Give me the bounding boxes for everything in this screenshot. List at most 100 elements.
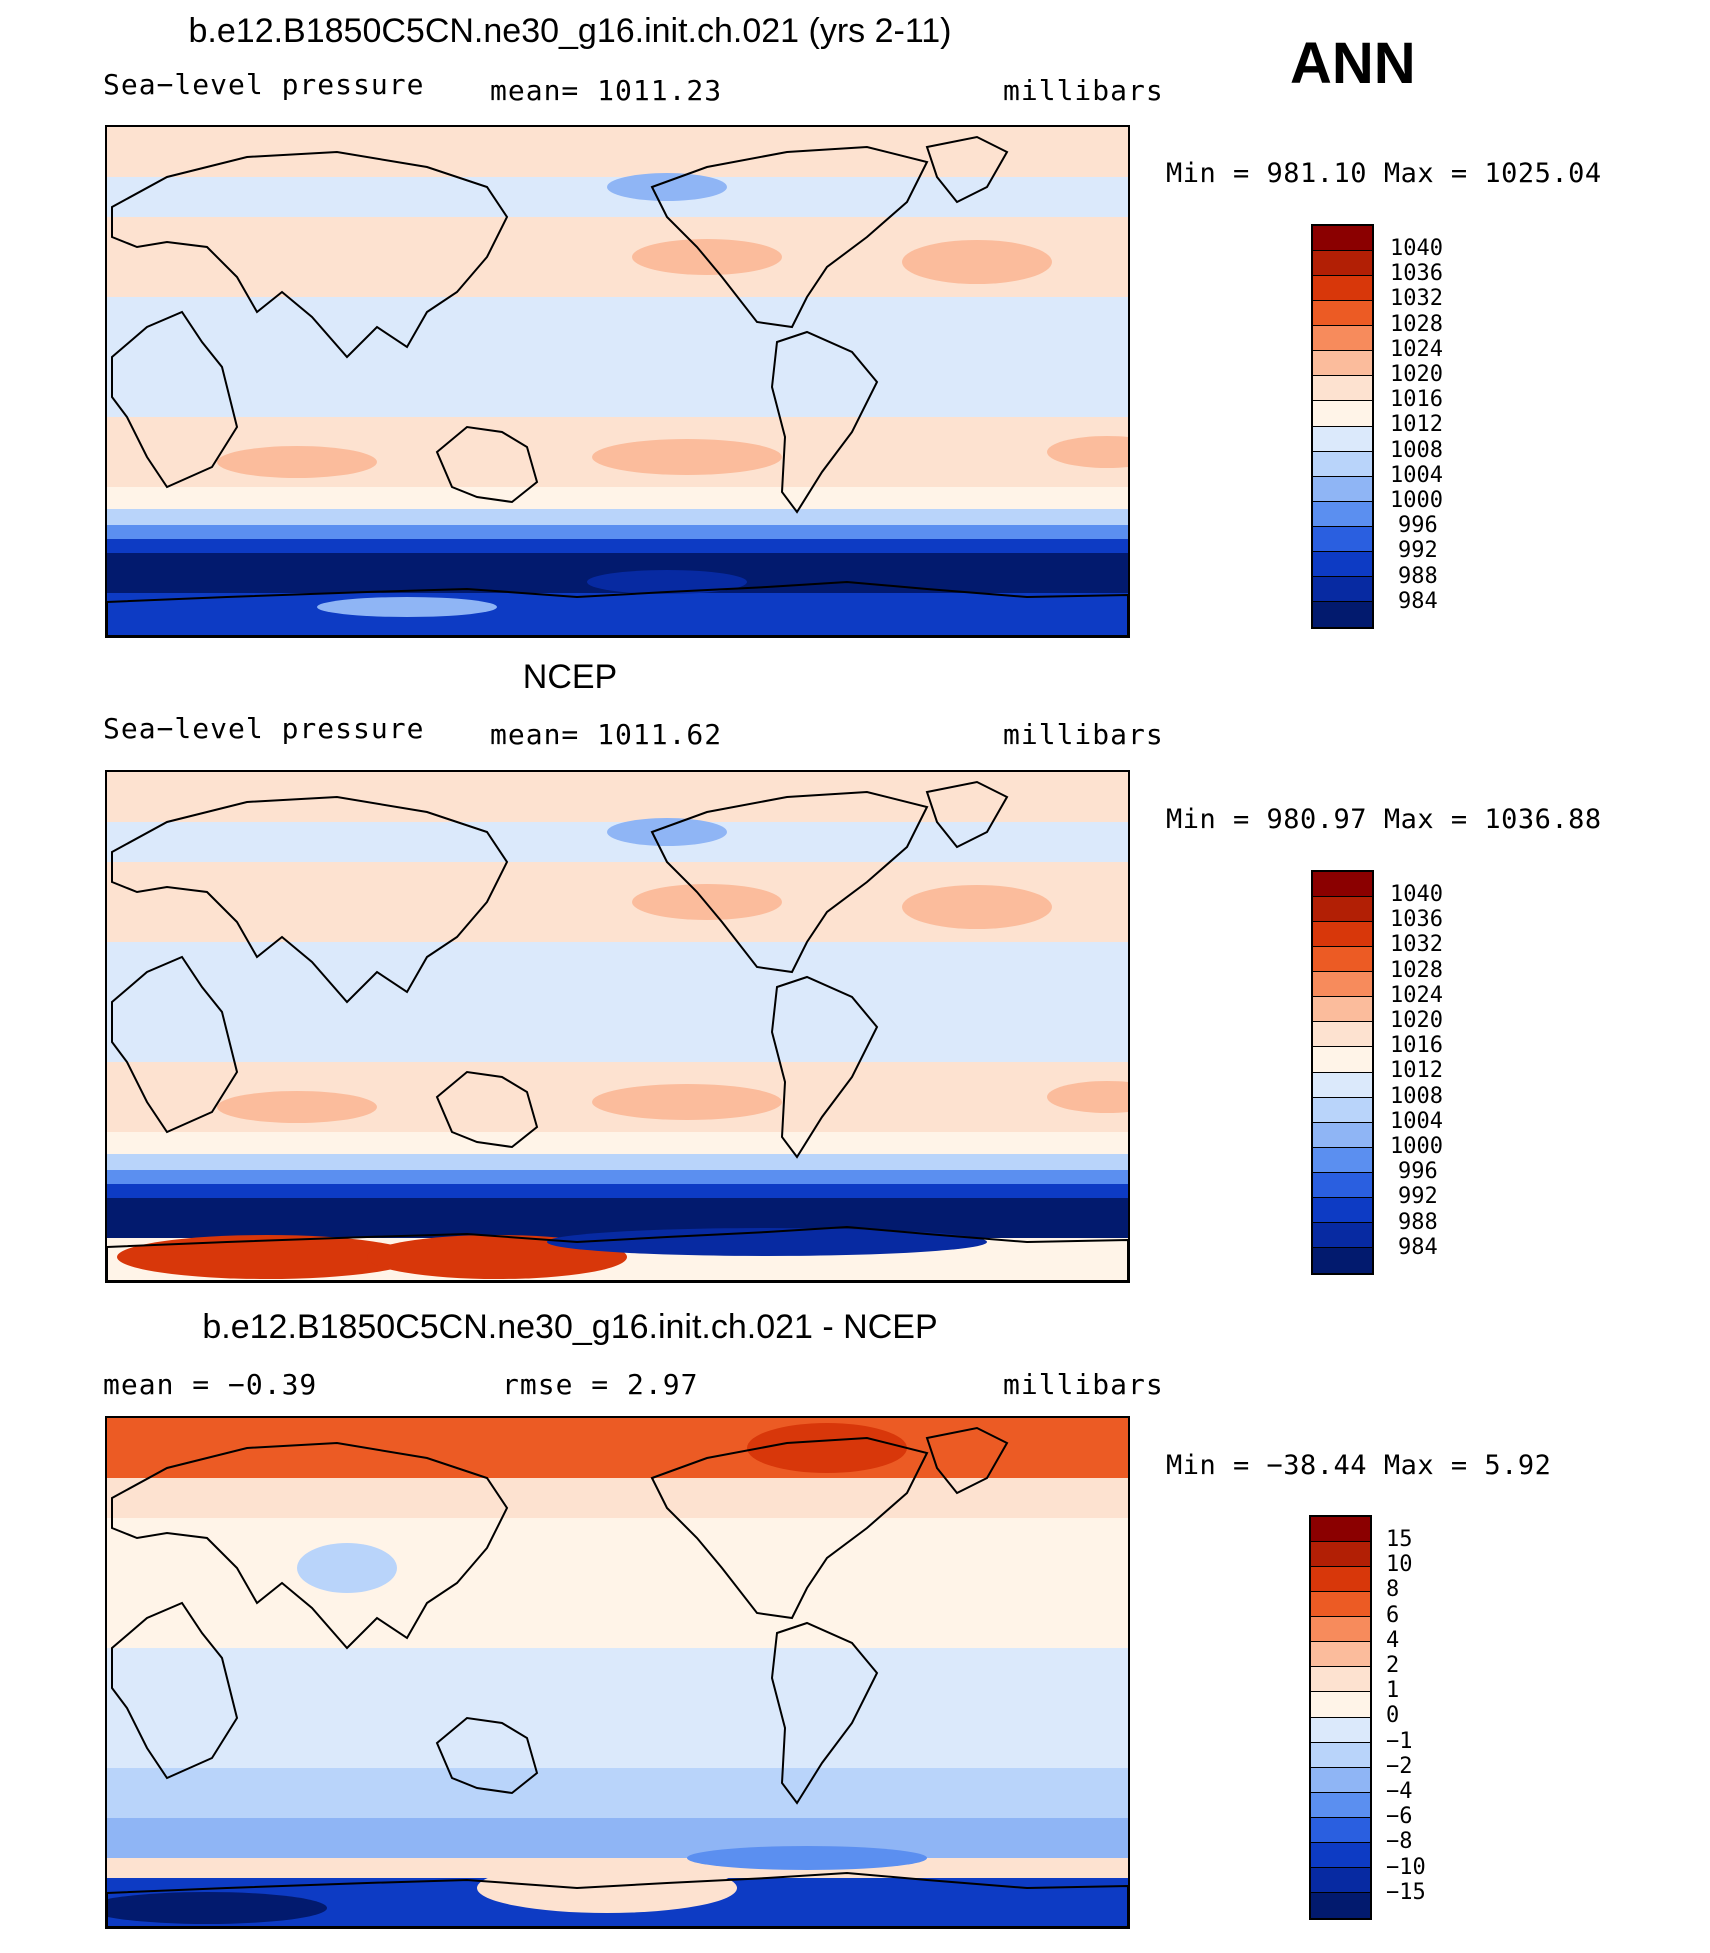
colorbar-swatch: [1313, 601, 1372, 627]
pressure-band: [107, 1184, 1128, 1198]
colorbar-label: 10: [1386, 1552, 1413, 1578]
colorbar-label: 1012: [1390, 412, 1443, 438]
colorbar-label: 988: [1398, 563, 1438, 589]
pressure-cell: [297, 1543, 397, 1593]
colorbar-swatch: [1313, 326, 1372, 352]
pressure-band: [107, 127, 1128, 177]
panel-2-map: [105, 770, 1130, 1283]
colorbar-label: 1004: [1390, 1108, 1443, 1134]
continent-coastline: [435, 425, 539, 504]
continent-coastline: [111, 1601, 239, 1780]
colorbar-label: 8: [1386, 1577, 1400, 1603]
colorbar-swatch: [1313, 1172, 1372, 1198]
colorbar-label: 1028: [1390, 957, 1443, 983]
panel-1-colorbar: [1311, 224, 1374, 629]
pressure-band: [107, 1818, 1128, 1858]
pressure-cell: [632, 239, 782, 275]
colorbar-label: −6: [1386, 1804, 1413, 1830]
pressure-cell: [607, 173, 727, 201]
colorbar-label: −2: [1386, 1753, 1413, 1779]
colorbar-label: 4: [1386, 1627, 1400, 1653]
pressure-cell: [1047, 436, 1128, 468]
colorbar-swatch: [1313, 1197, 1372, 1223]
pressure-band: [107, 772, 1128, 822]
pressure-cell: [902, 885, 1052, 929]
continent-coastline: [925, 1426, 1009, 1495]
colorbar-label: −1: [1386, 1728, 1413, 1754]
panel-1-mean-label: mean= 1011.23: [490, 74, 723, 107]
colorbar-label: 15: [1386, 1527, 1413, 1552]
colorbar-swatch: [1313, 1247, 1372, 1273]
colorbar-swatch: [1311, 1742, 1370, 1768]
colorbar-swatch: [1313, 426, 1372, 452]
pressure-cell: [317, 597, 497, 617]
colorbar-label: 1032: [1390, 286, 1443, 312]
continent-coastline: [925, 780, 1009, 849]
colorbar-label: 1008: [1390, 437, 1443, 463]
pressure-band: [107, 593, 1128, 636]
continent-coastline: [435, 1716, 539, 1795]
colorbar-swatch: [1313, 551, 1372, 577]
colorbar-label: 1016: [1390, 1033, 1443, 1059]
pressure-cell: [747, 1423, 907, 1473]
colorbar-label: 1008: [1390, 1083, 1443, 1109]
colorbar-swatch: [1313, 872, 1372, 898]
colorbar-swatch: [1313, 351, 1372, 377]
colorbar-label: −10: [1386, 1854, 1426, 1880]
colorbar-label: 1012: [1390, 1058, 1443, 1084]
colorbar-label: 1: [1386, 1678, 1400, 1704]
continent-coastline: [770, 330, 879, 514]
panel-1-map: [105, 125, 1130, 638]
panel-3-minmax: Min = −38.44 Max = 5.92: [1166, 1450, 1552, 1481]
pressure-band: [107, 1154, 1128, 1170]
pressure-cell: [217, 1091, 377, 1123]
colorbar-swatch: [1311, 1892, 1370, 1918]
colorbar-swatch: [1311, 1717, 1370, 1743]
panel-2-colorbar: [1311, 870, 1374, 1275]
continent-coastline: [925, 135, 1009, 204]
pressure-band: [107, 1768, 1128, 1818]
panel-2-variable-label: Sea−level pressure: [103, 712, 425, 745]
panel-3-rmse-label: rmse = 2.97: [502, 1368, 699, 1401]
colorbar-swatch: [1311, 1692, 1370, 1718]
colorbar-swatch: [1313, 1147, 1372, 1173]
colorbar-swatch: [1313, 576, 1372, 602]
pressure-cell: [117, 1235, 417, 1279]
continent-coastline: [770, 1621, 879, 1805]
colorbar-label: 1020: [1390, 362, 1443, 387]
colorbar-swatch: [1311, 1517, 1370, 1543]
colorbar-label: 1032: [1390, 932, 1443, 958]
colorbar-swatch: [1313, 1122, 1372, 1148]
colorbar-swatch: [1311, 1567, 1370, 1593]
pressure-band: [107, 1418, 1128, 1478]
pressure-cell: [547, 1228, 987, 1256]
panel-3-map: [105, 1416, 1130, 1929]
colorbar-swatch: [1313, 526, 1372, 552]
pressure-cell: [477, 1863, 737, 1913]
colorbar-swatch: [1311, 1542, 1370, 1568]
panel-3-title: b.e12.B1850C5CN.ne30_g16.init.ch.021 - N…: [202, 1308, 938, 1346]
colorbar-swatch: [1313, 376, 1372, 402]
colorbar-label: 984: [1398, 588, 1438, 614]
pressure-band: [107, 509, 1128, 525]
pressure-cell: [607, 818, 727, 846]
antarctica-coastline: [107, 580, 1128, 636]
colorbar-swatch: [1313, 251, 1372, 277]
colorbar-label: 988: [1398, 1209, 1438, 1235]
colorbar-swatch: [1313, 1047, 1372, 1073]
antarctica-coastline: [107, 1225, 1128, 1281]
continent-coastline: [111, 955, 239, 1134]
continent-coastline: [111, 310, 239, 489]
colorbar-swatch: [1313, 501, 1372, 527]
colorbar-label: −8: [1386, 1829, 1413, 1855]
colorbar-swatch: [1313, 1022, 1372, 1048]
panel-3-units-label: millibars: [1003, 1368, 1164, 1401]
pressure-band: [107, 1648, 1128, 1768]
continent-coastline: [111, 150, 509, 359]
colorbar-label: 1036: [1390, 261, 1443, 287]
pressure-band: [107, 539, 1128, 553]
colorbar-swatch: [1311, 1867, 1370, 1893]
colorbar-swatch: [1311, 1767, 1370, 1793]
colorbar-swatch: [1311, 1817, 1370, 1843]
colorbar-label: 0: [1386, 1703, 1400, 1729]
